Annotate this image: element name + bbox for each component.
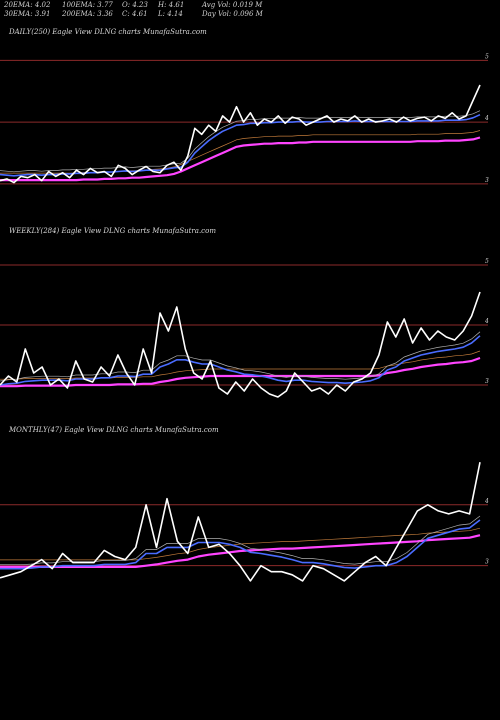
- monthly-ema-fast-line-band: [0, 515, 481, 566]
- daily-panel-title: DAILY(250) Eagle View DLNG charts Munafa…: [9, 28, 207, 36]
- monthly-ytick-label: 3: [485, 559, 489, 566]
- daily-ytick-label: 4: [484, 115, 489, 122]
- ema30-readout: 30EMA: 3.91: [4, 10, 51, 18]
- dayvol-readout: Day Vol: 0.096 M: [202, 10, 263, 18]
- weekly-chart: 3 4 5: [0, 258, 489, 398]
- avgvol-readout: Avg Vol: 0.019 M: [202, 1, 263, 9]
- daily-ema-slow-line-band: [0, 130, 481, 174]
- close-readout: C: 4.61: [122, 10, 148, 18]
- daily-ytick-label: 3: [485, 177, 489, 184]
- daily-price-line: [0, 84, 481, 184]
- daily-ytick-label: 5: [485, 53, 489, 60]
- weekly-ema-fast-line: [0, 335, 481, 386]
- ema200-readout: 200EMA: 3.36: [62, 10, 113, 18]
- monthly-ytick-label: 4: [484, 498, 489, 505]
- weekly-ytick-label: 4: [484, 318, 489, 325]
- weekly-ema-slow-line: [0, 356, 481, 388]
- ema100-readout: 100EMA: 3.77: [62, 1, 113, 9]
- low-readout: L: 4.14: [158, 10, 183, 18]
- weekly-ytick-label: 5: [485, 258, 489, 265]
- high-readout: H: 4.61: [158, 1, 185, 9]
- daily-ema-slow-line: [0, 136, 481, 182]
- monthly-ema-slow-line-band: [0, 527, 481, 561]
- monthly-chart: 34: [0, 462, 489, 582]
- monthly-ema-fast-line: [0, 519, 481, 570]
- weekly-ema-fast-line-band: [0, 331, 481, 382]
- weekly-ytick-label: 3: [485, 378, 489, 385]
- daily-chart: 3 4 5: [0, 53, 489, 185]
- monthly-panel-title: MONTHLY(47) Eagle View DLNG charts Munaf…: [9, 426, 219, 434]
- daily-ema-fast-line-band: [0, 110, 481, 173]
- indicator-header: 20EMA: 4.02 100EMA: 3.77 O: 4.23 H: 4.61…: [4, 1, 500, 21]
- open-readout: O: 4.23: [122, 1, 148, 9]
- weekly-panel-title: WEEKLY(284) Eagle View DLNG charts Munaf…: [9, 227, 216, 235]
- monthly-price-line: [0, 462, 481, 582]
- ema20-readout: 20EMA: 4.02: [4, 1, 51, 9]
- weekly-price-line: [0, 291, 481, 398]
